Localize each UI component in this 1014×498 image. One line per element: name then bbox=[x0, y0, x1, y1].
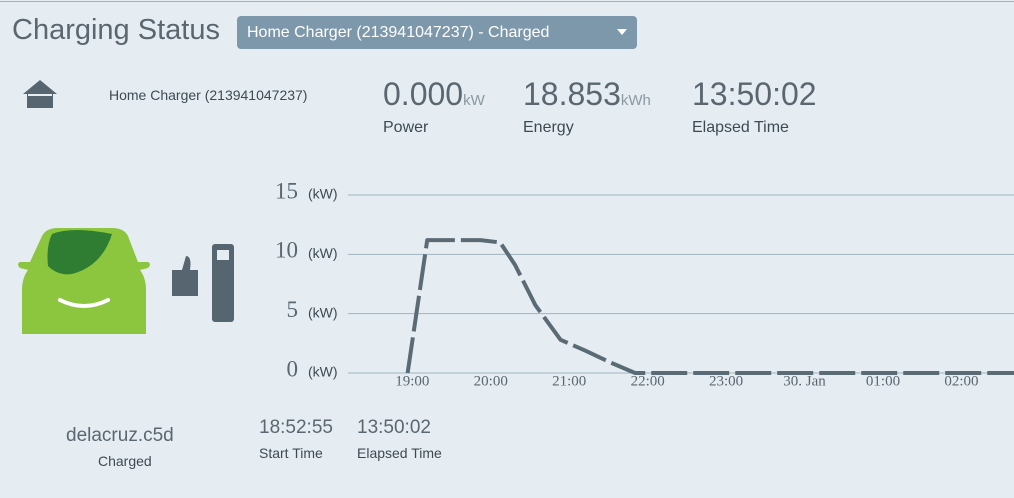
x-tick-label: 02:00 bbox=[944, 373, 978, 389]
x-tick-label: 22:00 bbox=[631, 373, 665, 389]
y-tick-label: 5 bbox=[287, 297, 299, 322]
house-icon bbox=[23, 80, 57, 108]
chart: 0 (kW) 5 (kW) 10 (kW) 15 (kW) 19:00 20:00 21:00 22:… bbox=[275, 178, 1014, 389]
stat-label: Elapsed Time bbox=[692, 119, 789, 136]
stat-label: Energy bbox=[523, 119, 574, 136]
stat: 18.853kWh Energy bbox=[523, 76, 651, 137]
dropdown-arrow bbox=[617, 29, 627, 35]
session-value: 18:52:55 bbox=[259, 417, 333, 438]
stat-unit: kWh bbox=[620, 92, 651, 109]
y-unit-label: (kW) bbox=[308, 186, 338, 202]
y-tick-label: 10 bbox=[275, 238, 298, 263]
stat-value: 13:50:02 bbox=[692, 76, 817, 112]
session-value: 13:50:02 bbox=[357, 417, 431, 438]
x-tick-label: 21:00 bbox=[552, 373, 586, 389]
vehicle-name: delacruz.c5d bbox=[66, 425, 174, 446]
charger-dropdown[interactable]: Home Charger (213941047237) - Charged bbox=[237, 16, 637, 49]
x-tick-label: 01:00 bbox=[866, 373, 900, 389]
y-tick-label: 0 bbox=[287, 356, 299, 381]
stat-value: 0.000 bbox=[383, 76, 464, 112]
y-unit-label: (kW) bbox=[308, 304, 338, 320]
session-label: Start Time bbox=[259, 445, 323, 461]
stat-label: Power bbox=[383, 119, 429, 136]
page-title: Charging Status bbox=[12, 14, 220, 46]
vehicle-icons bbox=[18, 228, 234, 334]
x-tick-label: 23:00 bbox=[709, 373, 743, 389]
charger-name: Home Charger (213941047237) bbox=[109, 87, 308, 103]
top-border bbox=[0, 1, 1014, 2]
session-label: Elapsed Time bbox=[357, 445, 442, 461]
x-tick-label: 19:00 bbox=[395, 373, 429, 389]
x-tick-label: 20:00 bbox=[474, 373, 508, 389]
x-tick-label: 30. Jan bbox=[783, 373, 826, 389]
y-tick-label: 15 bbox=[275, 178, 298, 203]
dropdown-text: Home Charger (213941047237) - Charged bbox=[247, 24, 550, 41]
stat: 13:50:02 Elapsed Time bbox=[692, 76, 817, 137]
stat: 0.000kW Power bbox=[383, 76, 485, 137]
series-line bbox=[405, 238, 1014, 375]
stat-value: 18.853 bbox=[523, 76, 621, 112]
stat-unit: kW bbox=[463, 92, 485, 109]
y-unit-label: (kW) bbox=[308, 364, 338, 380]
vehicle-status: Charged bbox=[98, 453, 152, 469]
y-unit-label: (kW) bbox=[308, 245, 338, 261]
